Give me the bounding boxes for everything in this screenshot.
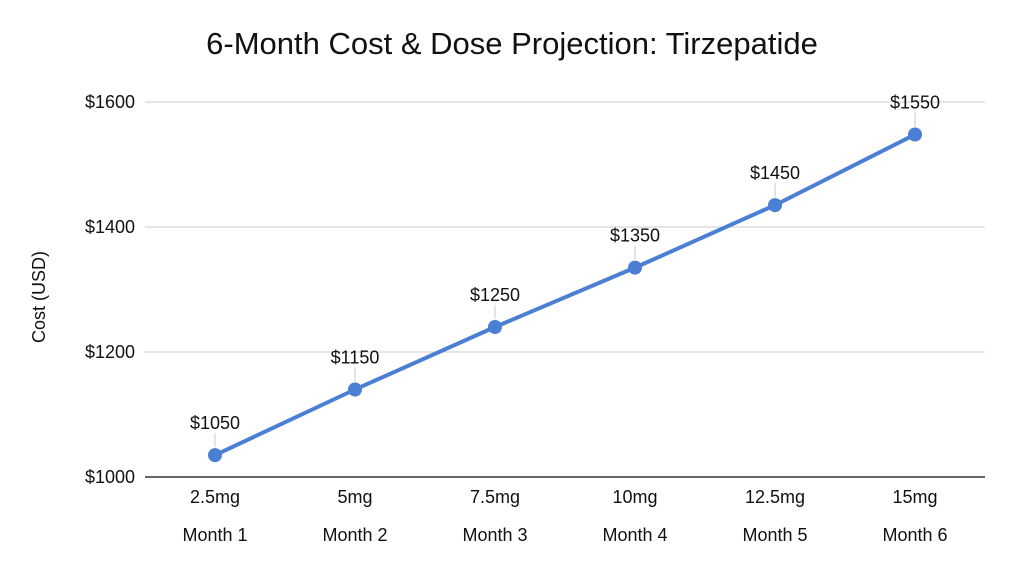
- y-axis-title: Cost (USD): [29, 251, 49, 343]
- chart-title: 6-Month Cost & Dose Projection: Tirzepat…: [206, 26, 818, 61]
- data-point: [488, 320, 502, 334]
- data-point: [908, 127, 922, 142]
- x-tick-label-month: Month 4: [602, 525, 667, 545]
- data-label: $1050: [190, 413, 240, 433]
- data-label: $1350: [610, 226, 660, 246]
- y-tick-label: $1200: [85, 342, 135, 362]
- data-label: $1150: [331, 348, 380, 368]
- x-tick-label-dose: 12.5mg: [745, 487, 805, 507]
- data-label: $1450: [750, 163, 800, 183]
- x-tick-label-month: Month 6: [882, 525, 947, 545]
- y-tick-labels: $1000 $1200 $1400 $1600: [85, 92, 135, 487]
- y-tick-label: $1600: [85, 92, 135, 112]
- y-tick-label: $1000: [85, 467, 135, 487]
- series-cost: [208, 127, 922, 463]
- data-labels: $1050 $1150 $1250 $1350 $1450 $1550: [190, 93, 940, 448]
- data-point: [628, 260, 642, 275]
- series-line: [213, 132, 917, 458]
- gridlines: [145, 101, 985, 353]
- x-tick-label-dose: 7.5mg: [470, 487, 520, 507]
- x-tick-label-dose: 10mg: [612, 487, 657, 507]
- data-point: [768, 198, 782, 213]
- x-tick-label-dose: 15mg: [892, 487, 937, 507]
- data-label: $1550: [890, 93, 940, 113]
- x-tick-label-month: Month 5: [742, 525, 807, 545]
- x-tick-label-dose: 5mg: [337, 487, 372, 507]
- x-tick-labels: 2.5mg Month 1 5mg Month 2 7.5mg Month 3 10mg Mo…: [182, 487, 947, 545]
- y-tick-label: $1400: [85, 217, 135, 237]
- data-point: [208, 448, 222, 463]
- x-tick-label-month: Month 3: [462, 525, 527, 545]
- x-tick-label-month: Month 2: [322, 525, 387, 545]
- data-point: [348, 382, 362, 397]
- x-tick-label-dose: 2.5mg: [190, 487, 240, 507]
- x-tick-label-month: Month 1: [182, 525, 247, 545]
- data-label: $1250: [470, 285, 520, 305]
